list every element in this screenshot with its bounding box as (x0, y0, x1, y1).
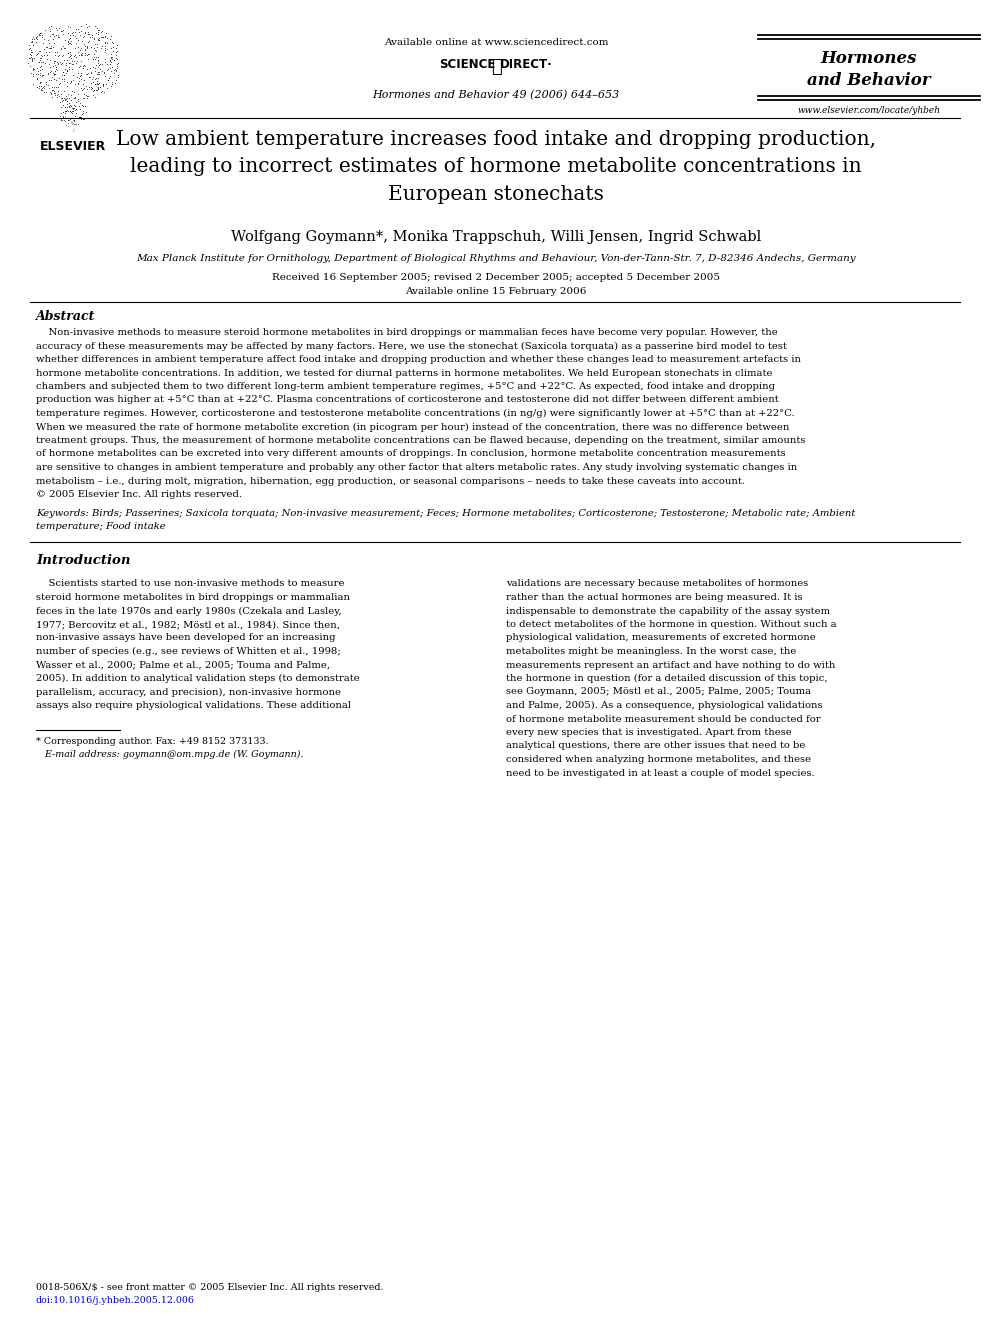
Text: of hormone metabolite measurement should be conducted for: of hormone metabolite measurement should… (506, 714, 820, 724)
Text: SCIENCE: SCIENCE (439, 58, 496, 71)
Text: * Corresponding author. Fax: +49 8152 373133.: * Corresponding author. Fax: +49 8152 37… (36, 737, 269, 746)
Text: Keywords: Birds; Passerines; Saxicola torquata; Non-invasive measurement; Feces;: Keywords: Birds; Passerines; Saxicola to… (36, 508, 855, 517)
Text: physiological validation, measurements of excreted hormone: physiological validation, measurements o… (506, 634, 815, 643)
Text: Scientists started to use non-invasive methods to measure: Scientists started to use non-invasive m… (36, 579, 344, 589)
Text: doi:10.1016/j.yhbeh.2005.12.006: doi:10.1016/j.yhbeh.2005.12.006 (36, 1297, 195, 1304)
Text: Available online at www.sciencedirect.com: Available online at www.sciencedirect.co… (384, 38, 608, 48)
Text: the hormone in question (for a detailed discussion of this topic,: the hormone in question (for a detailed … (506, 673, 827, 683)
Text: of hormone metabolites can be excreted into very different amounts of droppings.: of hormone metabolites can be excreted i… (36, 450, 786, 459)
Text: Hormones and Behavior 49 (2006) 644–653: Hormones and Behavior 49 (2006) 644–653 (372, 90, 620, 101)
Text: www.elsevier.com/locate/yhbeh: www.elsevier.com/locate/yhbeh (798, 106, 940, 115)
Text: rather than the actual hormones are being measured. It is: rather than the actual hormones are bein… (506, 593, 803, 602)
Text: to detect metabolites of the hormone in question. Without such a: to detect metabolites of the hormone in … (506, 620, 836, 628)
Text: Max Planck Institute for Ornithology, Department of Biological Rhythms and Behav: Max Planck Institute for Ornithology, De… (136, 254, 856, 263)
Text: Introduction: Introduction (36, 553, 131, 566)
Text: feces in the late 1970s and early 1980s (Czekala and Lasley,: feces in the late 1970s and early 1980s … (36, 606, 342, 615)
Text: number of species (e.g., see reviews of Whitten et al., 1998;: number of species (e.g., see reviews of … (36, 647, 340, 656)
Text: hormone metabolite concentrations. In addition, we tested for diurnal patterns i: hormone metabolite concentrations. In ad… (36, 369, 773, 377)
Text: Wasser et al., 2000; Palme et al., 2005; Touma and Palme,: Wasser et al., 2000; Palme et al., 2005;… (36, 660, 330, 669)
Text: Abstract: Abstract (36, 310, 95, 323)
Text: assays also require physiological validations. These additional: assays also require physiological valida… (36, 701, 351, 710)
Text: parallelism, accuracy, and precision), non-invasive hormone: parallelism, accuracy, and precision), n… (36, 688, 341, 697)
Text: whether differences in ambient temperature affect food intake and dropping produ: whether differences in ambient temperatu… (36, 355, 801, 364)
Text: temperature regimes. However, corticosterone and testosterone metabolite concent: temperature regimes. However, corticoste… (36, 409, 795, 418)
Text: are sensitive to changes in ambient temperature and probably any other factor th: are sensitive to changes in ambient temp… (36, 463, 798, 472)
Text: © 2005 Elsevier Inc. All rights reserved.: © 2005 Elsevier Inc. All rights reserved… (36, 490, 242, 499)
Text: 2005). In addition to analytical validation steps (to demonstrate: 2005). In addition to analytical validat… (36, 673, 360, 683)
Text: accuracy of these measurements may be affected by many factors. Here, we use the: accuracy of these measurements may be af… (36, 341, 787, 351)
Text: analytical questions, there are other issues that need to be: analytical questions, there are other is… (506, 741, 806, 750)
Text: need to be investigated in at least a couple of model species.: need to be investigated in at least a co… (506, 769, 814, 778)
Text: treatment groups. Thus, the measurement of hormone metabolite concentrations can: treatment groups. Thus, the measurement … (36, 437, 806, 445)
Text: 0018-506X/$ - see front matter © 2005 Elsevier Inc. All rights reserved.: 0018-506X/$ - see front matter © 2005 El… (36, 1283, 384, 1293)
Text: Hormones
and Behavior: Hormones and Behavior (807, 50, 930, 89)
Text: Available online 15 February 2006: Available online 15 February 2006 (406, 287, 586, 296)
Text: Low ambient temperature increases food intake and dropping production,
leading t: Low ambient temperature increases food i… (116, 130, 876, 204)
Text: measurements represent an artifact and have nothing to do with: measurements represent an artifact and h… (506, 660, 835, 669)
Text: considered when analyzing hormone metabolites, and these: considered when analyzing hormone metabo… (506, 755, 811, 763)
Text: metabolites might be meaningless. In the worst case, the: metabolites might be meaningless. In the… (506, 647, 797, 656)
Text: ⓐ: ⓐ (491, 58, 501, 75)
Text: steroid hormone metabolites in bird droppings or mammalian: steroid hormone metabolites in bird drop… (36, 593, 350, 602)
Text: ELSEVIER: ELSEVIER (40, 140, 106, 153)
Text: indispensable to demonstrate the capability of the assay system: indispensable to demonstrate the capabil… (506, 606, 830, 615)
Text: 1977; Bercovitz et al., 1982; Möstl et al., 1984). Since then,: 1977; Bercovitz et al., 1982; Möstl et a… (36, 620, 340, 628)
Text: and Palme, 2005). As a consequence, physiological validations: and Palme, 2005). As a consequence, phys… (506, 701, 822, 710)
Text: validations are necessary because metabolites of hormones: validations are necessary because metabo… (506, 579, 808, 589)
Text: see Goymann, 2005; Möstl et al., 2005; Palme, 2005; Touma: see Goymann, 2005; Möstl et al., 2005; P… (506, 688, 811, 696)
Text: Received 16 September 2005; revised 2 December 2005; accepted 5 December 2005: Received 16 September 2005; revised 2 De… (272, 273, 720, 282)
Text: non-invasive assays have been developed for an increasing: non-invasive assays have been developed … (36, 634, 335, 643)
Text: every new species that is investigated. Apart from these: every new species that is investigated. … (506, 728, 792, 737)
Text: production was higher at +5°C than at +22°C. Plasma concentrations of corticoste: production was higher at +5°C than at +2… (36, 396, 779, 405)
Text: DIRECT·: DIRECT· (500, 58, 553, 71)
Text: E-mail address: goymann@om.mpg.de (W. Goymann).: E-mail address: goymann@om.mpg.de (W. Go… (36, 750, 304, 758)
Text: Non-invasive methods to measure steroid hormone metabolites in bird droppings or: Non-invasive methods to measure steroid … (36, 328, 778, 337)
Text: metabolism – i.e., during molt, migration, hibernation, egg production, or seaso: metabolism – i.e., during molt, migratio… (36, 476, 745, 486)
Text: chambers and subjected them to two different long-term ambient temperature regim: chambers and subjected them to two diffe… (36, 382, 775, 392)
Text: When we measured the rate of hormone metabolite excretion (in picogram per hour): When we measured the rate of hormone met… (36, 422, 790, 431)
Text: temperature; Food intake: temperature; Food intake (36, 523, 166, 531)
Text: Wolfgang Goymann*, Monika Trappschuh, Willi Jensen, Ingrid Schwabl: Wolfgang Goymann*, Monika Trappschuh, Wi… (231, 230, 761, 243)
